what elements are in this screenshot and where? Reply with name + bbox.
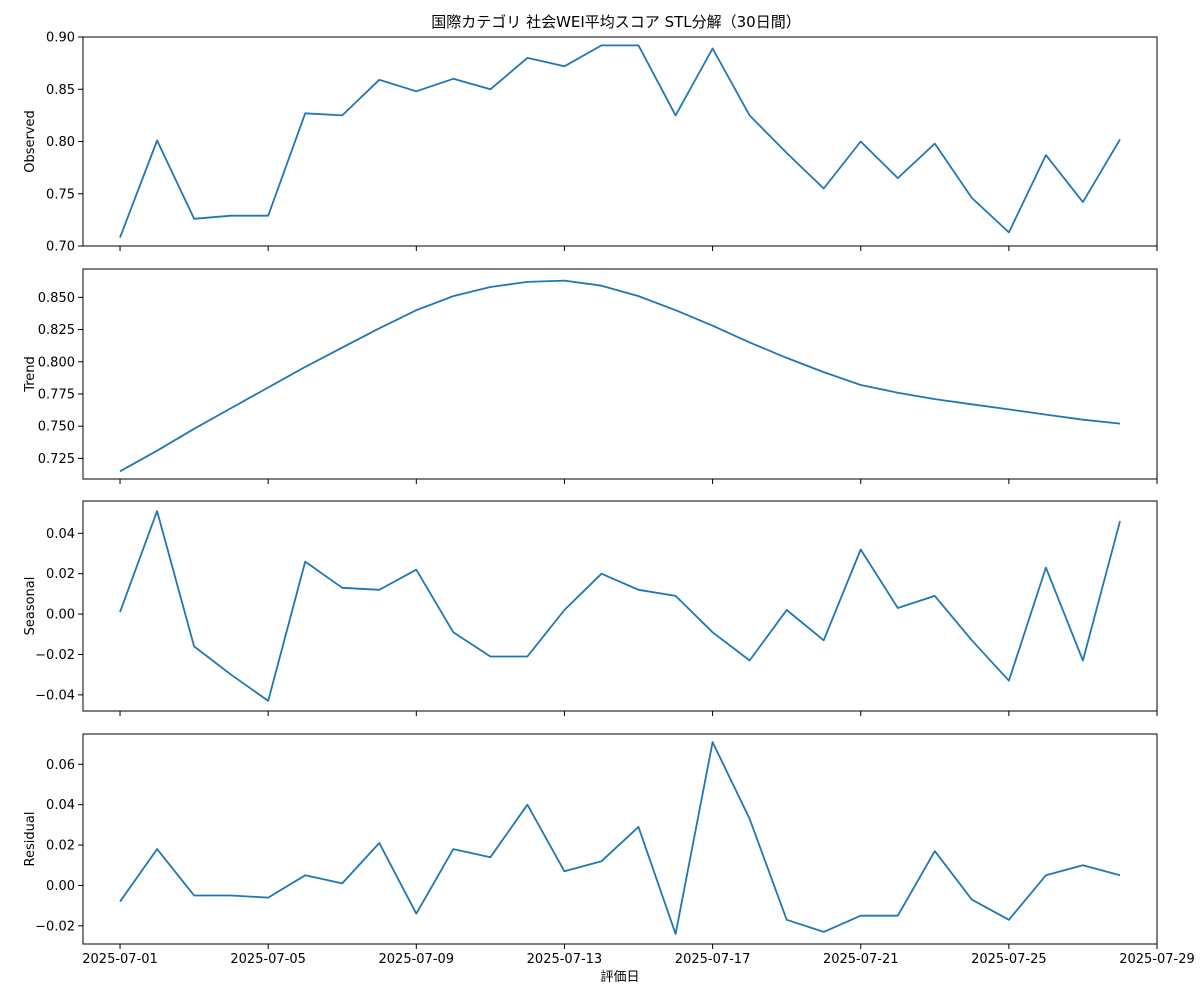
y-tick-label: 0.750 [38,420,75,435]
y-tick-label: 0.75 [46,187,75,202]
panel-seasonal: −0.04 −0.02 0.00 0.02 0.04 Seasonal [23,500,1158,716]
x-tick-label: 2025-07-09 [379,952,455,967]
series-line-observed [119,44,1121,238]
panel-frame [82,36,1158,247]
y-tick-label: 0.02 [46,567,75,582]
y-tick-label: 0.02 [46,839,75,854]
y-tick-label: −0.02 [35,648,75,663]
panel-frame [82,268,1158,480]
y-tick-label: 0.04 [46,798,75,813]
series-line-seasonal [119,510,1121,702]
y-tick-label: −0.02 [35,919,75,934]
panel-frame [82,500,1158,712]
chart-title: 国際カテゴリ 社会WEI平均スコア STL分解（30日間） [431,13,800,31]
y-tick-label: 0.850 [38,291,75,306]
panel-residual: −0.02 0.00 0.02 0.04 0.06 2025-07-01 2025-07-0… [23,733,1195,967]
x-tick-label: 2025-07-01 [82,952,158,967]
x-tick-label: 2025-07-05 [230,952,306,967]
y-tick-label: 0.00 [46,608,75,623]
x-tick-label: 2025-07-13 [527,952,603,967]
y-tick-label: 0.06 [46,758,75,773]
y-tick-label: 0.825 [38,323,75,338]
y-tick-label: −0.04 [35,688,75,703]
series-line-trend [119,279,1121,473]
y-tick-label: 0.90 [46,31,75,46]
y-axis-title: Residual [23,812,38,867]
y-tick-label: 0.04 [46,527,75,542]
y-tick-label: 0.775 [38,387,75,402]
x-tick-label: 2025-07-17 [675,952,751,967]
y-tick-label: 0.70 [46,240,75,255]
y-axis-title: Observed [23,110,38,173]
y-tick-label: 0.725 [38,452,75,467]
panel-trend: 0.725 0.750 0.775 0.800 0.825 0.850 Trend [23,268,1158,484]
panel-observed: 0.70 0.75 0.80 0.85 0.90 Observed [23,31,1158,255]
x-tick-label: 2025-07-29 [1119,952,1195,967]
series-line-residual [119,741,1121,935]
y-axis-title: Trend [23,356,38,393]
y-tick-label: 0.800 [38,355,75,370]
y-tick-label: 0.80 [46,135,75,150]
x-tick-label: 2025-07-25 [971,952,1047,967]
x-axis-title: 評価日 [600,970,639,985]
y-axis-title: Seasonal [23,577,38,636]
panel-frame [82,733,1158,945]
y-tick-label: 0.00 [46,879,75,894]
y-tick-label: 0.85 [46,83,75,98]
x-tick-label: 2025-07-21 [823,952,899,967]
